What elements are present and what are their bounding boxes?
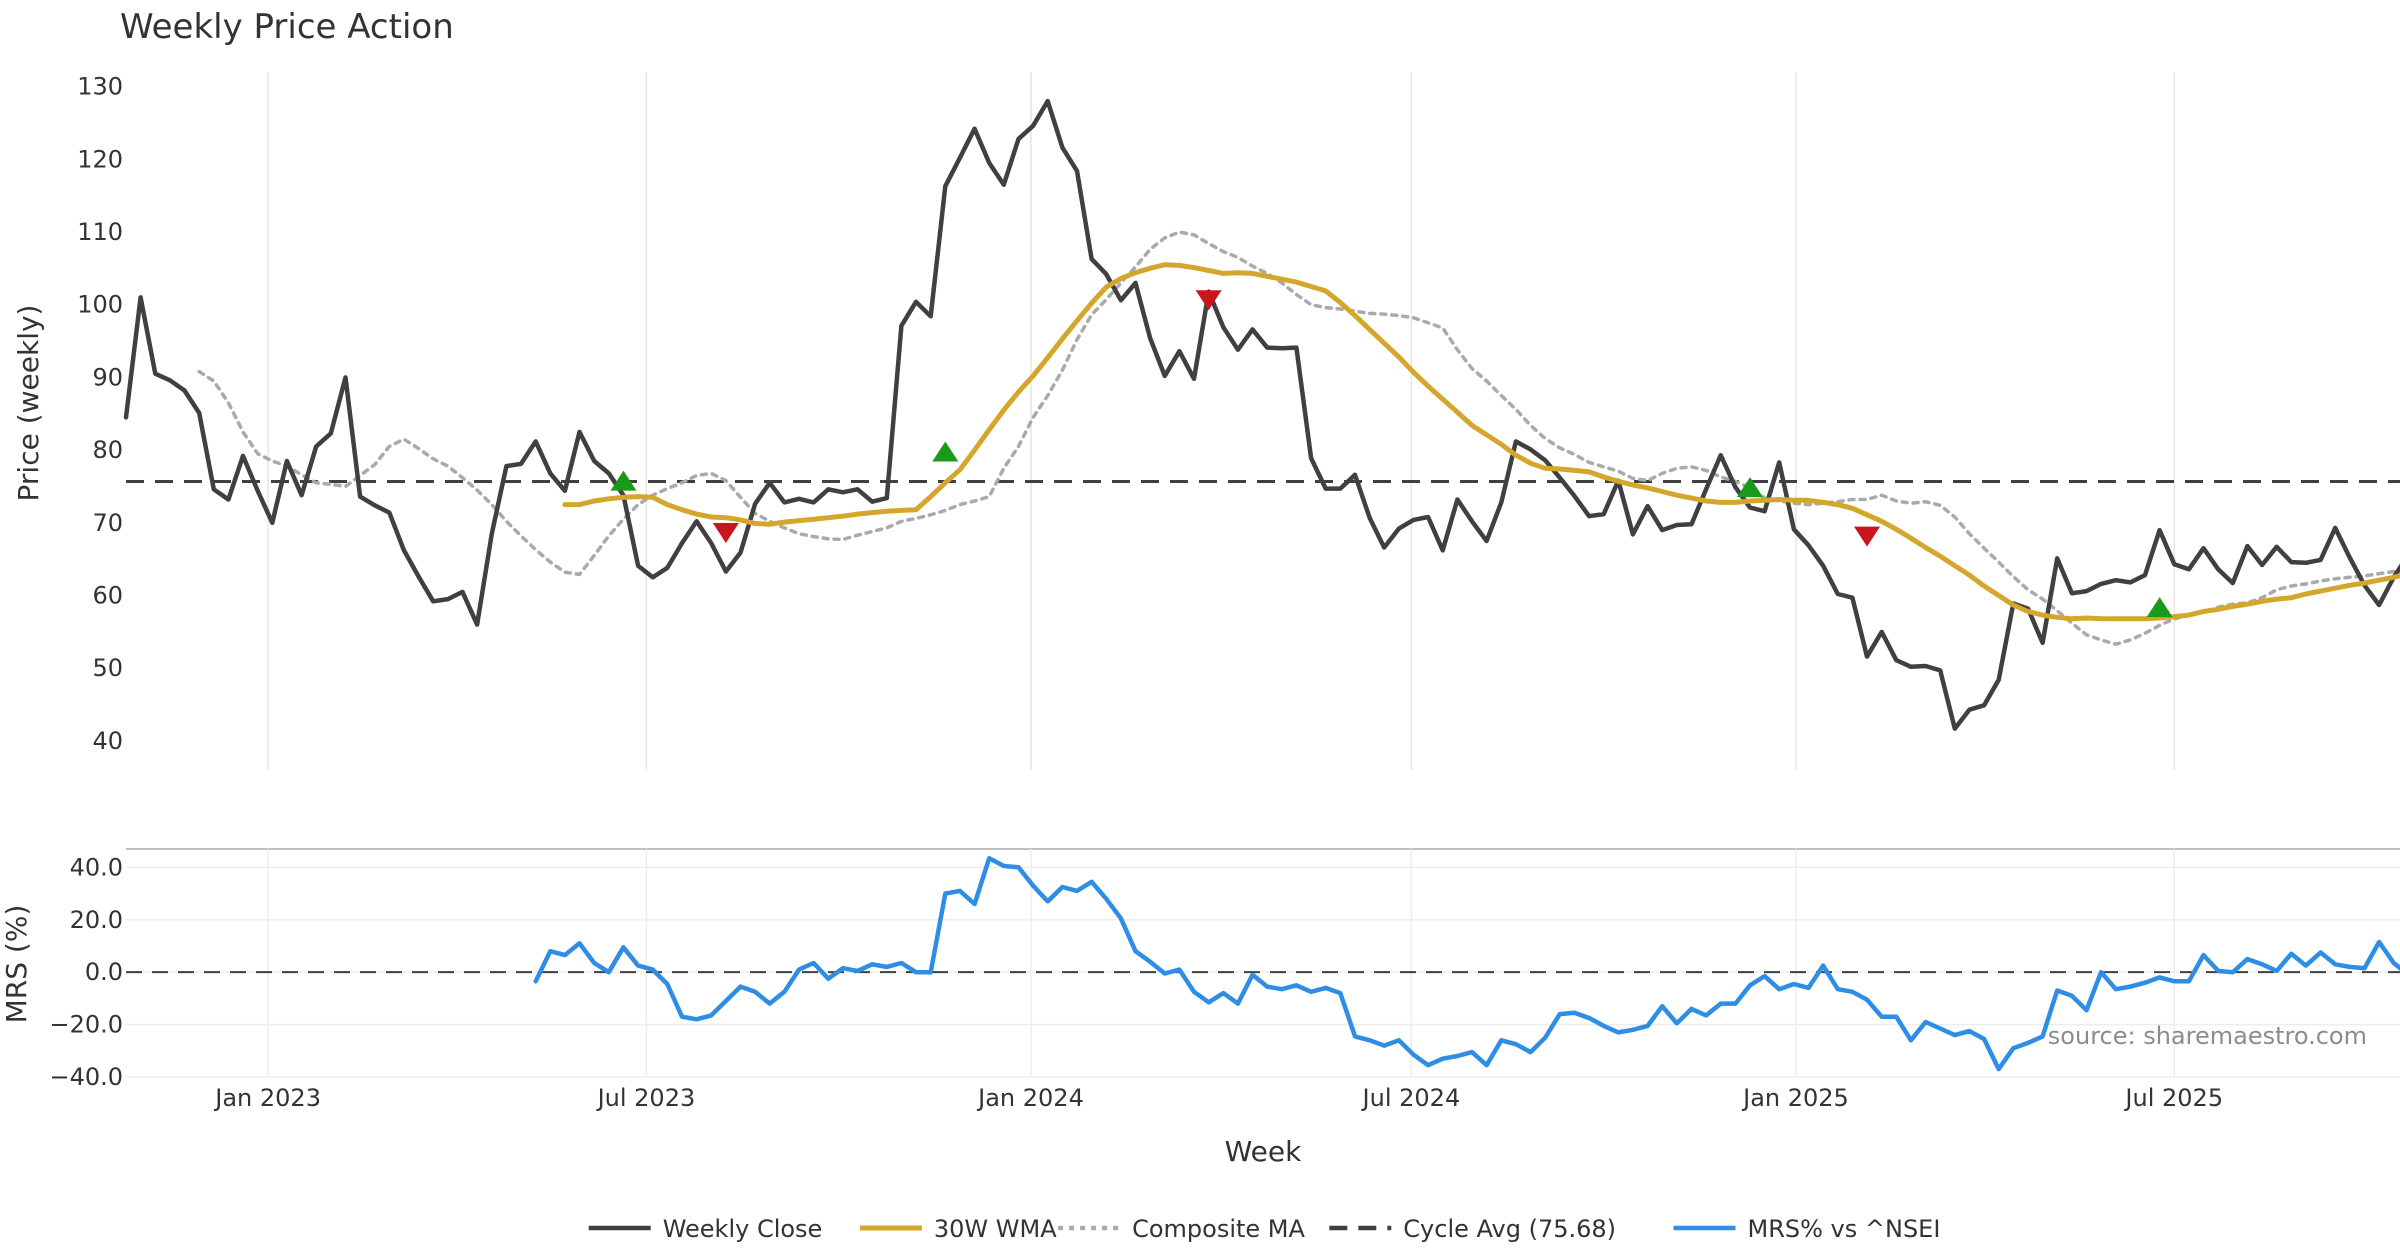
price-y-ticks: 40 50 60 70 80 90 100 110 120 130 <box>77 73 123 755</box>
legend-label: Cycle Avg (75.68) <box>1403 1215 1616 1243</box>
price-grid <box>267 72 2176 770</box>
x-tick-label: Jul 2024 <box>1361 1084 1461 1112</box>
x-tick-label: Jan 2023 <box>213 1084 321 1112</box>
buy-signal-marker <box>1736 477 1763 498</box>
sell-signal-marker <box>1195 290 1222 311</box>
price-y-tick-label: 90 <box>92 363 123 391</box>
buy-signal-marker <box>932 441 959 462</box>
mrs-y-tick-label: 40.0 <box>70 853 123 881</box>
buy-signal-marker <box>2146 597 2173 618</box>
signal-markers <box>610 290 2173 618</box>
legend-label: 30W WMA <box>934 1215 1057 1243</box>
source-annotation: source: sharemaestro.com <box>2048 1022 2367 1050</box>
series-line-mrs-vs-nsei <box>533 855 2400 1072</box>
price-y-tick-label: 110 <box>77 218 123 246</box>
x-tick-label: Jan 2024 <box>976 1084 1084 1112</box>
mrs-y-tick-label: 20.0 <box>70 906 123 934</box>
mrs-y-tick-label: −20.0 <box>49 1011 123 1039</box>
mrs-y-ticks: 40.0 20.0 0.0 −20.0 −40.0 <box>49 853 123 1091</box>
mrs-y-tick-label: −40.0 <box>49 1063 123 1091</box>
x-axis-label: Week <box>1225 1135 1302 1168</box>
legend-label: Composite MA <box>1132 1215 1305 1243</box>
sell-signal-marker <box>712 522 739 543</box>
x-axis-ticks: Jan 2023 Jul 2023 Jan 2024 Jul 2024 Jan 2025… <box>213 1084 2223 1112</box>
chart-title: Weekly Price Action <box>120 7 454 47</box>
x-tick-label: Jul 2023 <box>596 1084 696 1112</box>
buy-signal-marker <box>610 470 637 491</box>
price-series <box>123 98 2400 731</box>
mrs-series <box>533 855 2400 1072</box>
price-y-tick-label: 130 <box>77 73 123 101</box>
price-y-tick-label: 100 <box>77 291 123 319</box>
price-y-tick-label: 50 <box>92 654 123 682</box>
series-line-weekly-close <box>123 98 2400 731</box>
x-tick-label: Jul 2025 <box>2123 1084 2223 1112</box>
legend: Weekly Close 30W WMA Composite MA Cycle Avg… <box>588 1215 1941 1243</box>
sell-signal-marker <box>1854 526 1881 547</box>
price-y-tick-label: 120 <box>77 145 123 173</box>
price-y-tick-label: 70 <box>92 509 123 537</box>
price-y-tick-label: 60 <box>92 582 123 610</box>
price-y-axis-label: Price (weekly) <box>12 305 45 502</box>
series-line-composite-ma <box>197 230 2400 646</box>
series-line-30w-wma <box>562 262 2400 622</box>
mrs-y-axis-label: MRS (%) <box>0 905 33 1024</box>
price-y-tick-label: 80 <box>92 436 123 464</box>
legend-label: Weekly Close <box>663 1215 823 1243</box>
mrs-y-tick-label: 0.0 <box>85 958 123 986</box>
legend-label: MRS% vs ^NSEI <box>1748 1215 1941 1243</box>
x-tick-label: Jan 2025 <box>1741 1084 1849 1112</box>
price-y-tick-label: 40 <box>92 727 123 755</box>
